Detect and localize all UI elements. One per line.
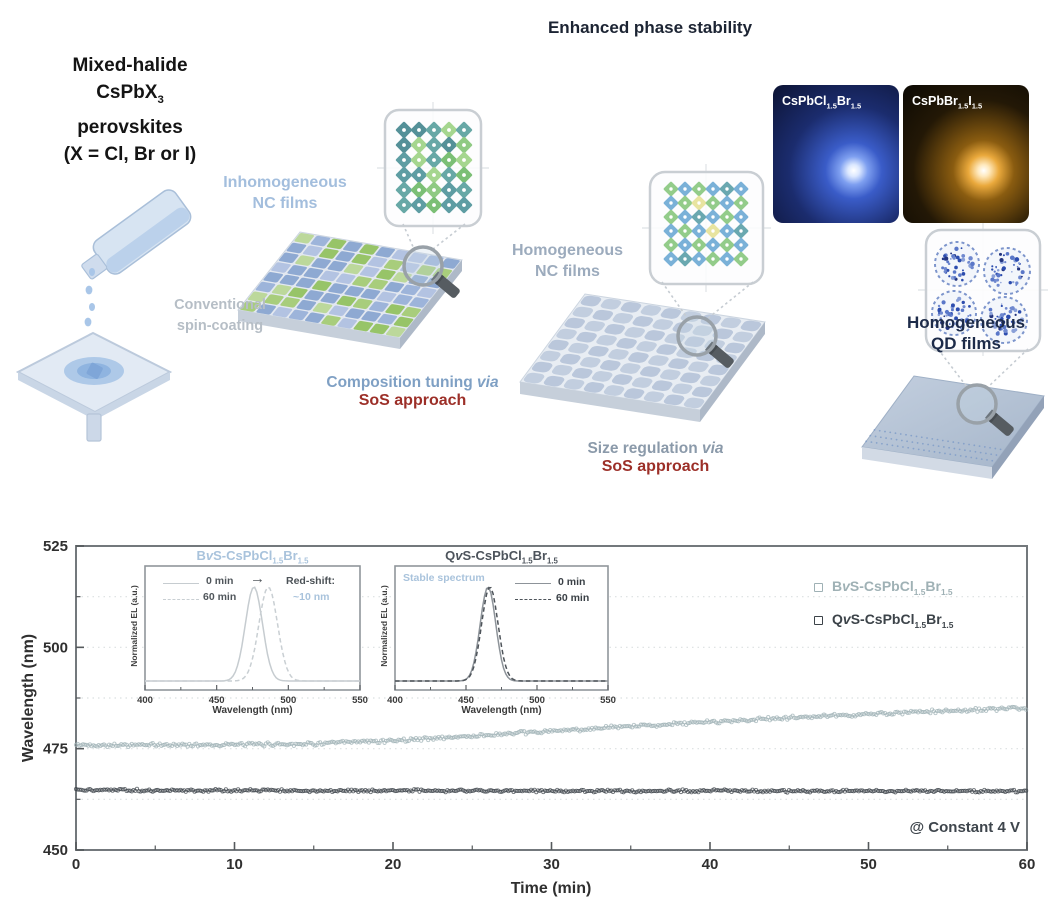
inset-qvs-legend-0min: 0 min — [558, 576, 586, 588]
qvs-marker — [814, 615, 823, 625]
svg-text:40: 40 — [702, 856, 719, 873]
series-qvs — [73, 786, 1029, 795]
precursor-formula: CsPbX3 — [96, 82, 164, 106]
precursor-label: Mixed-halide CsPbX3 perovskites (X = Cl,… — [10, 52, 250, 168]
svg-text:30: 30 — [543, 856, 560, 873]
svg-text:400: 400 — [137, 695, 153, 706]
inset-bvs-ylabel: Normalized EL (a.u.) — [129, 585, 139, 667]
constant-voltage-annotation: @ Constant 4 V — [909, 819, 1020, 836]
amber-led-photo: CsPbBr1.5I1.5 — [903, 85, 1029, 223]
precursor-line4: (X = Cl, Br or I) — [63, 143, 197, 165]
stability-chart: 0 10 20 30 40 50 60 450 475 500 525 — [43, 538, 1035, 873]
svg-text:550: 550 — [352, 695, 368, 706]
inset-bvs-legend-line-dashed — [163, 599, 199, 600]
composition-tuning-label: Composition tuning via SoS approach — [300, 374, 525, 410]
homogeneous-qd-film — [861, 375, 1045, 479]
svg-text:10: 10 — [226, 856, 243, 873]
stable-spectrum-label: Stable spectrum — [403, 572, 485, 584]
homogeneous-nc-film — [519, 293, 766, 422]
red-shift-value: ~10 nm — [293, 591, 330, 603]
inset-plot-bvs: 400 450 500 550 — [137, 565, 368, 706]
blue-led-photo: CsPbCl1.5Br1.5 — [773, 85, 899, 223]
svg-text:20: 20 — [385, 856, 402, 873]
inset-qvs-title: QvS-CsPbCl1.5Br1.5 — [445, 548, 558, 566]
inhomogeneous-nc-film — [237, 231, 463, 349]
inset-qvs-legend-line-solid — [515, 583, 551, 584]
homogeneous-nc-label: Homogeneous NC films — [511, 242, 624, 280]
magnifier-icon-2 — [676, 315, 734, 368]
svg-text:550: 550 — [600, 695, 616, 706]
svg-text:525: 525 — [43, 538, 68, 555]
droplets-icon — [84, 268, 95, 343]
bvs-marker — [814, 582, 823, 592]
inset-plot-qvs: 400 450 500 550 — [387, 565, 616, 706]
inhomogeneous-nc-label: Inhomogeneous NC films — [223, 174, 347, 212]
inset-qvs-legend-line-dashed — [515, 599, 551, 600]
series-bvs — [73, 704, 1029, 750]
blue-led-photo-label: CsPbCl1.5Br1.5 — [782, 94, 862, 111]
inset-bvs-legend-60min: 60 min — [203, 591, 237, 603]
x-axis-label: Time (min) — [510, 880, 592, 897]
legend-item-bvs: BvS-CsPbCl1.5Br1.5 — [814, 578, 953, 597]
svg-text:60: 60 — [1019, 856, 1036, 873]
nc-inhomogeneous-inset — [377, 102, 489, 250]
svg-text:450: 450 — [458, 695, 474, 706]
svg-text:450: 450 — [209, 695, 225, 706]
svg-text:400: 400 — [387, 695, 403, 706]
homogeneous-qd-label: Homogeneous QD films — [906, 313, 1026, 353]
el-spectra-insets: 400 450 500 550 400 450 500 550 — [137, 565, 616, 706]
red-shift-arrow-icon: → — [250, 570, 265, 587]
magnifier-icon-1 — [402, 245, 460, 298]
inset-bvs-legend-0min: 0 min — [206, 575, 234, 587]
sos-approach-label-2: SoS approach — [601, 458, 710, 475]
svg-text:50: 50 — [860, 856, 877, 873]
y-axis-label: Wavelength (nm) — [20, 633, 37, 763]
conventional-spin-coating-label: Conventional spin-coating — [174, 297, 266, 334]
precursor-line1: Mixed-halide — [72, 55, 188, 76]
legend-item-qvs: QvS-CsPbCl1.5Br1.5 — [814, 611, 953, 630]
inset-qvs-xlabel: Wavelength (nm) — [461, 705, 542, 716]
svg-text:500: 500 — [280, 695, 296, 706]
sos-approach-label-1: SoS approach — [358, 392, 467, 409]
qd-inset — [918, 222, 1048, 388]
inset-qvs-ylabel: Normalized EL (a.u.) — [379, 585, 389, 667]
size-regulation-label: Size regulation via SoS approach — [558, 440, 753, 476]
svg-text:450: 450 — [43, 842, 68, 859]
red-shift-label: Red-shift: — [286, 575, 335, 587]
inset-bvs-xlabel: Wavelength (nm) — [212, 705, 293, 716]
inset-bvs-legend-line-solid — [163, 583, 199, 584]
inset-bvs-title: BvS-CsPbCl1.5Br1.5 — [196, 548, 309, 566]
svg-text:500: 500 — [529, 695, 545, 706]
precursor-line3: perovskites — [77, 116, 183, 138]
amber-led-photo-label: CsPbBr1.5I1.5 — [912, 94, 983, 111]
inset-qvs-legend-60min: 60 min — [556, 592, 590, 604]
figure-title: Enhanced phase stability — [547, 18, 753, 37]
svg-text:475: 475 — [43, 741, 68, 758]
svg-text:0: 0 — [72, 856, 80, 873]
magnifier-icon-3 — [956, 383, 1014, 436]
svg-text:500: 500 — [43, 639, 68, 656]
substrate-icon — [15, 331, 173, 442]
nc-homogeneous-inset — [642, 164, 771, 320]
